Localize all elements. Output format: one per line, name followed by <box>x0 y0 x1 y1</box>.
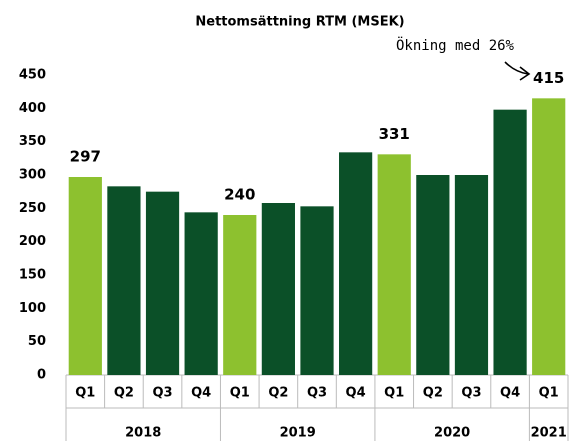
y-tick-label: 400 <box>19 101 46 116</box>
bar <box>493 109 527 376</box>
x-tick-label: Q4 <box>346 386 366 401</box>
group-label: 2021 <box>531 426 567 441</box>
data-label: 240 <box>224 186 255 204</box>
x-tick-label: Q1 <box>75 386 95 401</box>
y-tick-label: 150 <box>19 268 46 283</box>
x-tick-label: Q3 <box>307 386 327 401</box>
bar <box>454 175 489 375</box>
y-tick-label: 200 <box>19 234 46 249</box>
x-tick-label: Q2 <box>268 386 288 401</box>
y-tick-label: 300 <box>19 168 46 183</box>
bar <box>339 152 373 375</box>
x-tick-label: Q3 <box>461 386 481 401</box>
annotation: Ökning med 26% <box>396 36 515 54</box>
data-label: 331 <box>379 125 410 143</box>
bar <box>532 98 566 375</box>
group-label: 2018 <box>125 426 161 441</box>
y-tick-label: 100 <box>19 301 46 316</box>
data-label: 415 <box>533 69 564 87</box>
bar <box>68 177 102 375</box>
bar <box>223 215 257 375</box>
bar <box>145 191 180 375</box>
y-tick-label: 350 <box>19 134 46 149</box>
chart-title: Nettomsättning RTM (MSEK) <box>195 15 404 30</box>
bar <box>261 203 295 375</box>
y-tick-label: 50 <box>28 334 46 349</box>
x-tick-label: Q3 <box>152 386 172 401</box>
bar <box>300 206 334 375</box>
x-tick-label: Q2 <box>423 386 443 401</box>
y-tick-label: 250 <box>19 201 46 216</box>
y-tick-label: 450 <box>19 68 46 83</box>
group-label: 2020 <box>434 426 470 441</box>
x-tick-label: Q4 <box>500 386 520 401</box>
x-tick-label: Q1 <box>384 386 404 401</box>
bar <box>107 186 141 375</box>
x-tick-label: Q1 <box>230 386 250 401</box>
x-tick-label: Q2 <box>114 386 134 401</box>
y-tick-label: 0 <box>37 368 46 383</box>
x-tick-label: Q4 <box>191 386 211 401</box>
annotation-arrow <box>504 61 531 81</box>
bar <box>377 154 411 375</box>
bar <box>184 212 218 375</box>
group-label: 2019 <box>280 426 316 441</box>
x-tick-label: Q1 <box>539 386 559 401</box>
data-label: 297 <box>70 148 101 166</box>
bar <box>416 175 450 375</box>
